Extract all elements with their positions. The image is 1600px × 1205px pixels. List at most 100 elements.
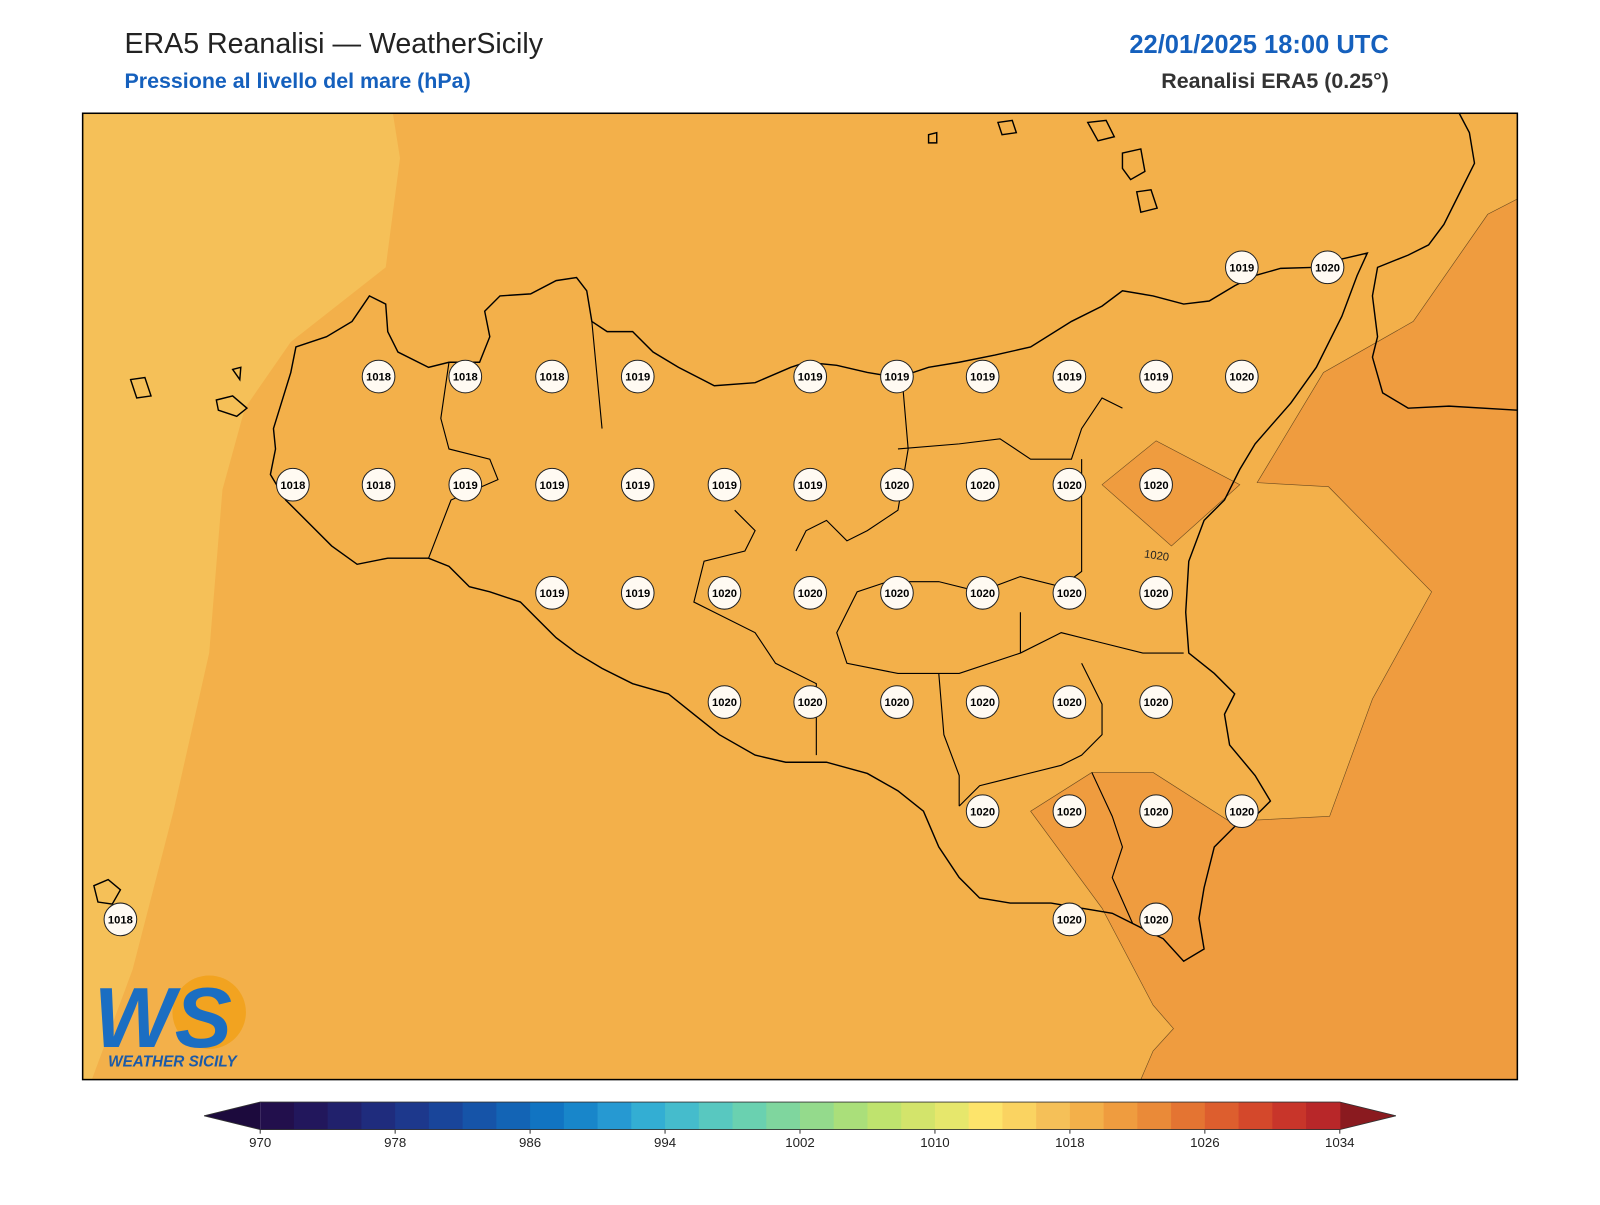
- logo-name: WEATHER SICILY: [108, 1053, 238, 1070]
- pressure-label: 1020: [1057, 697, 1082, 709]
- pressure-label: 1020: [970, 588, 995, 600]
- colorbar-segment: [698, 1102, 734, 1130]
- label-badge: [707, 685, 742, 719]
- pressure-label: 1020: [798, 697, 823, 709]
- label-badge: [707, 576, 742, 610]
- label-badge: [1052, 685, 1087, 719]
- pressure-label: 1020: [884, 697, 909, 709]
- pressure-label: 1018: [540, 372, 565, 384]
- label-badge: [535, 359, 569, 394]
- label-badge: [620, 359, 655, 394]
- colorbar-segment: [732, 1102, 767, 1130]
- colorbar-tick-label: 994: [654, 1135, 676, 1150]
- label-badge: [620, 467, 655, 502]
- pressure-label: 1020: [712, 588, 737, 600]
- label-badge: [880, 576, 914, 610]
- pressure-label: 1019: [1057, 372, 1082, 384]
- label-badge: [103, 902, 138, 937]
- colorbar-segment: [1002, 1102, 1037, 1130]
- colorbar-segment: [462, 1102, 497, 1130]
- colorbar-tick-label: 1002: [785, 1135, 814, 1150]
- label-badge: [448, 359, 483, 394]
- pressure-label: 1020: [1144, 480, 1169, 492]
- pressure-label: 1019: [625, 372, 650, 384]
- colorbar-segment: [361, 1102, 396, 1130]
- colorbar-segment: [631, 1102, 666, 1130]
- pressure-label: 1020: [1057, 914, 1082, 926]
- pressure-label: 1020: [1229, 372, 1254, 384]
- pressure-label: 1020: [1144, 697, 1169, 709]
- label-badge: [1052, 467, 1087, 502]
- pressure-label: 1018: [453, 372, 478, 384]
- label-badge: [793, 359, 828, 394]
- label-badge: [1139, 685, 1173, 719]
- label-badge: [793, 467, 828, 502]
- field-1020: [1030, 198, 1518, 1080]
- label-badge: [1139, 467, 1173, 502]
- colorbar-segment: [1272, 1102, 1307, 1130]
- pressure-label: 1020: [1315, 262, 1340, 274]
- colorbar-tick-label: 1010: [920, 1135, 949, 1150]
- label-badge: [1225, 794, 1259, 829]
- colorbar-segment: [293, 1102, 329, 1130]
- label-badge: [1139, 359, 1173, 394]
- colorbar-segment: [867, 1102, 902, 1130]
- label-badge: [793, 685, 828, 719]
- pressure-label: 1020: [970, 697, 995, 709]
- label-badge: [448, 467, 483, 502]
- colorbar-segment: [1069, 1102, 1105, 1130]
- colorbar: 970 978 986 994 1002 1010 1018 1026 1034: [203, 1101, 1397, 1150]
- colorbar-segment: [428, 1102, 464, 1130]
- colorbar-segment: [1036, 1102, 1071, 1130]
- colorbar-segment: [833, 1102, 868, 1130]
- colorbar-segment: [1204, 1102, 1240, 1130]
- field-1020: [1101, 440, 1241, 547]
- pressure-label: 1020: [1057, 806, 1082, 818]
- label-badge: [880, 467, 914, 502]
- label-badge: [1052, 359, 1087, 394]
- pressure-label: 1019: [798, 480, 823, 492]
- pressure-label: 1020: [1229, 806, 1254, 818]
- logo-mark: WS: [94, 970, 232, 1066]
- label-badge: [1052, 794, 1087, 829]
- label-badge: [620, 576, 655, 610]
- colorbar-segment: [597, 1102, 632, 1130]
- pressure-label: 1018: [108, 914, 133, 926]
- label-badge: [1225, 359, 1259, 394]
- title: ERA5 Reanalisi — WeatherSicily: [124, 28, 543, 60]
- pressure-label: 1020: [884, 480, 909, 492]
- pressure-label: 1019: [540, 480, 565, 492]
- field-1016: [82, 113, 400, 1080]
- pressure-labels: 1019 1020 1018 1018 1018 1019 1019 1019 1019 1019…: [103, 250, 1345, 937]
- label-badge: [1139, 902, 1173, 937]
- pressure-label: 1019: [970, 372, 995, 384]
- label-badge: [535, 576, 569, 610]
- pressure-label: 1019: [1144, 372, 1169, 384]
- pressure-label: 1019: [798, 372, 823, 384]
- pressure-label: 1020: [1057, 480, 1082, 492]
- subtitle: Pressione al livello del mare (hPa): [124, 69, 470, 93]
- pressure-label: 1020: [970, 480, 995, 492]
- colorbar-tick-label: 970: [249, 1135, 271, 1150]
- island: [93, 119, 1159, 905]
- colorbar-segment: [800, 1102, 835, 1130]
- label-badge: [880, 685, 914, 719]
- colorbar-segment: [1103, 1102, 1138, 1130]
- colorbar-segment: [901, 1102, 936, 1130]
- colorbar-tick-label: 978: [384, 1135, 406, 1150]
- source: Reanalisi ERA5 (0.25°): [1161, 69, 1388, 93]
- label-badge: [1310, 250, 1345, 285]
- label-badge: [535, 467, 569, 502]
- label-badge: [1139, 794, 1173, 829]
- colorbar-segment: [934, 1102, 970, 1130]
- pressure-label: 1019: [540, 588, 565, 600]
- pressure-label: 1020: [1144, 588, 1169, 600]
- pressure-label: 1018: [280, 480, 305, 492]
- colorbar-segment: [1306, 1102, 1341, 1130]
- colorbar-segment: [395, 1102, 430, 1130]
- label-badge: [1225, 250, 1259, 285]
- label-badge: [793, 576, 828, 610]
- colorbar-tick-label: 986: [519, 1135, 541, 1150]
- pressure-label: 1019: [884, 372, 909, 384]
